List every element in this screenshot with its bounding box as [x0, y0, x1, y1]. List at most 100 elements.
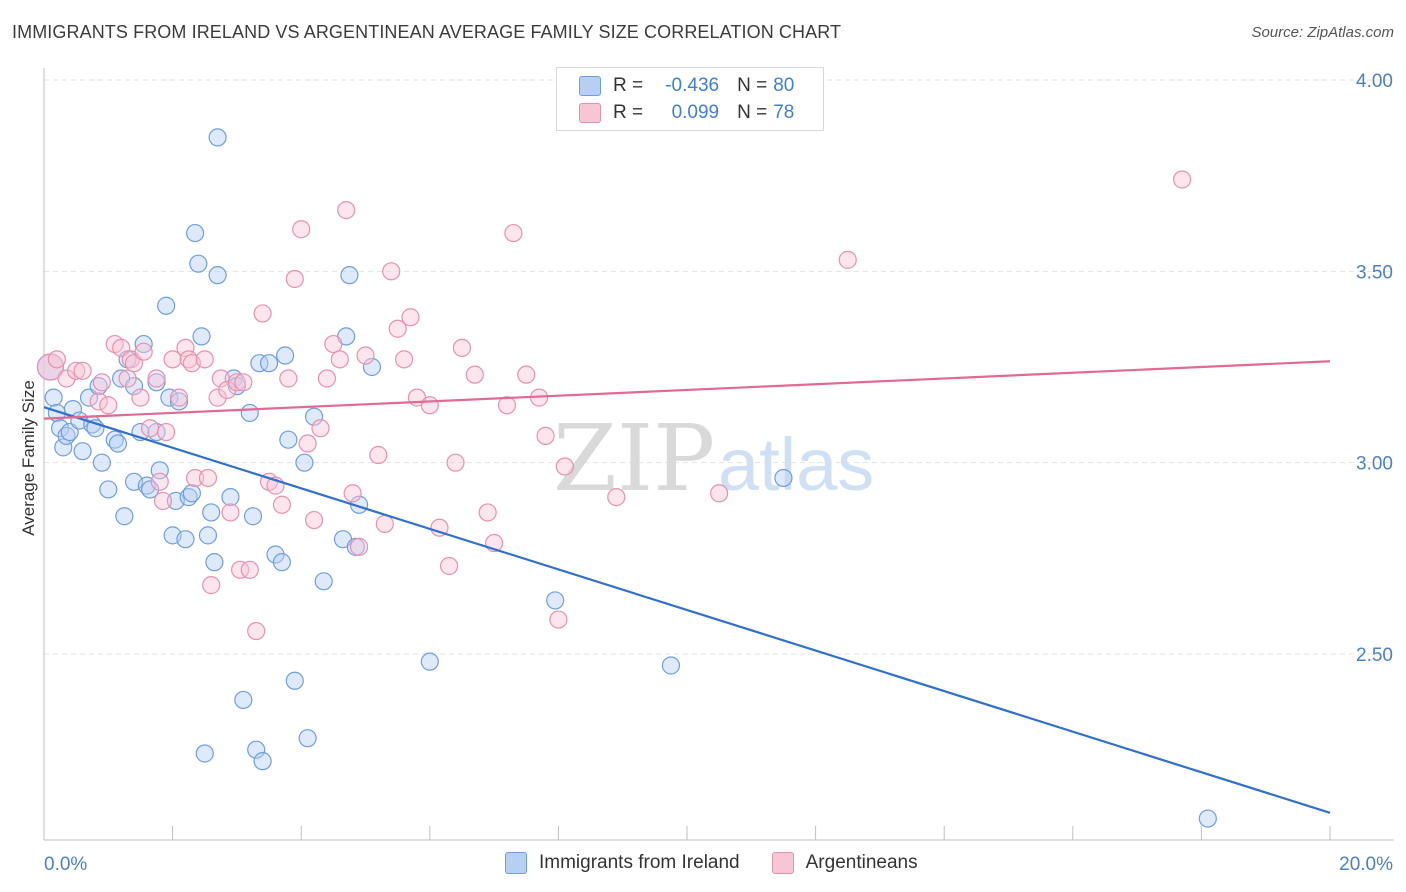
data-point	[147, 373, 166, 392]
data-point	[227, 373, 246, 392]
x-tick-label: 20.0%	[1339, 854, 1393, 875]
source-credit: Source: ZipAtlas.com	[1251, 24, 1394, 41]
data-point	[298, 729, 317, 748]
data-point	[272, 495, 292, 514]
data-point	[774, 468, 793, 488]
data-point	[198, 468, 218, 488]
watermark: ZIP atlas	[553, 405, 874, 512]
legend-swatch-pink	[579, 103, 601, 123]
data-point	[382, 262, 401, 281]
data-point	[202, 576, 221, 595]
trend-line-ireland	[43, 406, 1331, 814]
data-point	[517, 365, 536, 384]
data-point	[446, 453, 465, 472]
data-point	[272, 553, 292, 572]
data-point	[314, 572, 333, 591]
data-point	[99, 396, 118, 415]
legend-item-label: Immigrants from Ireland	[539, 852, 740, 873]
data-point	[131, 388, 150, 407]
data-point	[240, 403, 259, 423]
data-point	[186, 468, 205, 488]
data-point	[57, 369, 76, 388]
data-point	[279, 369, 298, 388]
data-point	[208, 128, 227, 147]
axes	[43, 68, 1394, 841]
legend-n-label: N =	[737, 102, 768, 123]
data-point	[536, 426, 555, 445]
data-point	[247, 621, 266, 641]
data-point	[134, 342, 153, 361]
data-point	[147, 369, 166, 388]
data-point	[150, 472, 169, 491]
data-point	[276, 346, 295, 365]
legend-row-ireland: R = -0.436 N = 80	[579, 73, 794, 99]
legend-r-value: -0.436	[665, 75, 720, 96]
data-point	[401, 308, 420, 327]
data-point	[118, 369, 137, 388]
data-point	[186, 223, 205, 243]
data-point	[247, 740, 266, 759]
legend-item-argentineans: Argentineans	[771, 852, 918, 874]
series-legend: Immigrants from Ireland Argentineans	[505, 852, 950, 874]
data-point	[253, 752, 272, 771]
data-point	[330, 350, 349, 369]
data-point	[661, 656, 681, 675]
data-point	[134, 334, 153, 354]
legend-item-label: Argentineans	[805, 852, 918, 873]
y-tick-label: 3.00	[1356, 454, 1393, 475]
data-point	[189, 254, 208, 273]
data-point	[304, 510, 324, 530]
data-point	[439, 556, 459, 576]
data-point	[340, 266, 359, 285]
data-point	[292, 220, 311, 239]
data-point	[234, 690, 253, 710]
data-point	[73, 361, 92, 380]
data-point	[163, 350, 182, 369]
data-point	[44, 388, 63, 407]
data-point	[1173, 170, 1192, 189]
data-point	[140, 480, 160, 499]
data-point	[452, 338, 472, 357]
data-point	[375, 514, 394, 533]
data-point	[160, 388, 179, 407]
data-point	[497, 396, 517, 415]
data-point	[285, 671, 304, 690]
data-point	[504, 223, 523, 243]
data-point	[298, 434, 317, 453]
data-point	[73, 442, 92, 461]
data-point	[195, 350, 214, 369]
data-point	[285, 269, 304, 289]
data-point	[259, 354, 279, 373]
trend-line-argentineans	[43, 360, 1331, 420]
data-point	[546, 591, 565, 610]
data-point	[253, 304, 272, 323]
data-point	[478, 503, 497, 522]
data-point	[607, 488, 626, 507]
data-point	[208, 388, 227, 407]
data-point	[47, 350, 66, 369]
legend-r-value: 0.099	[671, 102, 720, 123]
legend-r-label: R =	[613, 75, 644, 96]
data-point	[67, 361, 86, 380]
data-point	[710, 484, 729, 503]
legend-row-argentineans: R = 0.099 N = 78	[579, 100, 794, 126]
data-point	[420, 396, 439, 415]
data-point	[221, 488, 240, 507]
data-point	[317, 369, 337, 388]
data-point	[221, 503, 240, 522]
data-point	[115, 507, 134, 526]
y-tick-label: 4.00	[1356, 71, 1393, 92]
data-point	[108, 434, 128, 453]
series-argentineans	[36, 170, 1192, 641]
data-point	[838, 250, 857, 269]
data-point	[153, 491, 173, 511]
legend-swatch-pink	[771, 852, 794, 874]
y-axis-label: Average Family Size	[19, 380, 38, 536]
data-point	[243, 507, 263, 526]
legend-r-label: R =	[613, 102, 644, 123]
data-point	[157, 296, 176, 315]
data-point	[343, 484, 362, 503]
data-point	[92, 373, 111, 392]
data-point	[362, 357, 382, 377]
legend-swatch-blue	[579, 76, 601, 96]
